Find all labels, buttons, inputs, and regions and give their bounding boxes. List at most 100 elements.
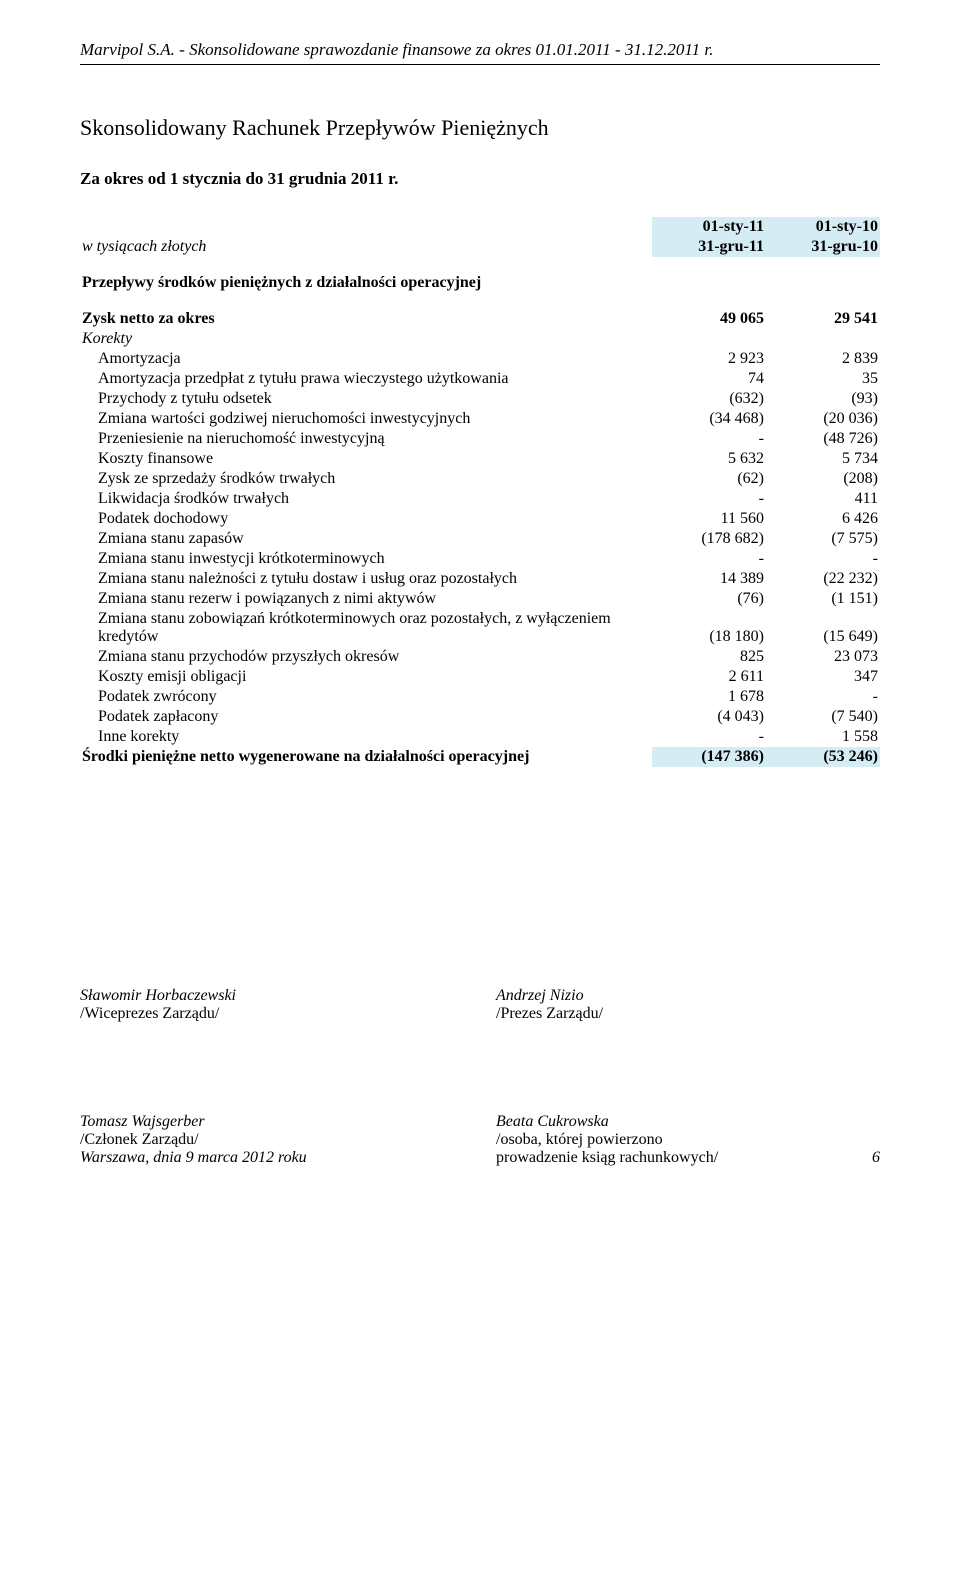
row-value-col2: 2 839 bbox=[766, 349, 880, 369]
row-value-col2: (7 540) bbox=[766, 707, 880, 727]
row-value-col2: (15 649) bbox=[766, 609, 880, 647]
table-row: Korekty bbox=[80, 329, 880, 349]
table-row: Koszty emisji obligacji2 611347 bbox=[80, 667, 880, 687]
table-row: Inne korekty-1 558 bbox=[80, 727, 880, 747]
row-value-col1: (632) bbox=[652, 389, 766, 409]
row-value-col2: 1 558 bbox=[766, 727, 880, 747]
row-value-col2: 411 bbox=[766, 489, 880, 509]
row-value-col1: - bbox=[652, 429, 766, 449]
table-row: Podatek dochodowy11 5606 426 bbox=[80, 509, 880, 529]
table-body: Zysk netto za okres49 06529 541KorektyAm… bbox=[80, 309, 880, 767]
row-value-col2: 347 bbox=[766, 667, 880, 687]
row-label: Inne korekty bbox=[80, 727, 652, 747]
row-value-col1: 74 bbox=[652, 369, 766, 389]
sig-name: Tomasz Wajsgerber bbox=[80, 1113, 496, 1131]
row-label: Zysk netto za okres bbox=[80, 309, 652, 329]
col2-period-start: 01-sty-10 bbox=[766, 217, 880, 237]
table-row: Zmiana stanu rezerw i powiązanych z nimi… bbox=[80, 589, 880, 609]
col2-period-end: 31-gru-10 bbox=[766, 237, 880, 257]
row-label: Zmiana stanu rezerw i powiązanych z nimi… bbox=[80, 589, 652, 609]
row-label: Podatek dochodowy bbox=[80, 509, 652, 529]
row-label: Środki pieniężne netto wygenerowane na d… bbox=[80, 747, 652, 767]
table-row: Zysk netto za okres49 06529 541 bbox=[80, 309, 880, 329]
header-rule bbox=[80, 64, 880, 65]
row-value-col1: - bbox=[652, 549, 766, 569]
page-footer: Warszawa, dnia 9 marca 2012 roku 6 bbox=[80, 1149, 880, 1167]
row-label: Przychody z tytułu odsetek bbox=[80, 389, 652, 409]
row-label: Przeniesienie na nieruchomość inwestycyj… bbox=[80, 429, 652, 449]
signature-top-left: Sławomir Horbaczewski /Wiceprezes Zarząd… bbox=[80, 987, 496, 1023]
sig-role: /Członek Zarządu/ bbox=[80, 1131, 496, 1149]
col1-period-end: 31-gru-11 bbox=[652, 237, 766, 257]
table-row: Podatek zwrócony1 678- bbox=[80, 687, 880, 707]
table-row: Zysk ze sprzedaży środków trwałych(62)(2… bbox=[80, 469, 880, 489]
unit-label: w tysiącach złotych bbox=[80, 237, 652, 257]
row-value-col2: (48 726) bbox=[766, 429, 880, 449]
row-value-col1: 825 bbox=[652, 647, 766, 667]
row-label: Zmiana stanu zapasów bbox=[80, 529, 652, 549]
row-value-col2: (7 575) bbox=[766, 529, 880, 549]
row-value-col1: 49 065 bbox=[652, 309, 766, 329]
document-title: Skonsolidowany Rachunek Przepływów Pieni… bbox=[80, 115, 880, 141]
sig-name: Beata Cukrowska bbox=[496, 1113, 880, 1131]
table-row: Likwidacja środków trwałych-411 bbox=[80, 489, 880, 509]
section-heading-row: Przepływy środków pieniężnych z działaln… bbox=[80, 273, 880, 293]
signature-top-right: Andrzej Nizio /Prezes Zarządu/ bbox=[496, 987, 880, 1023]
row-value-col1: (147 386) bbox=[652, 747, 766, 767]
row-value-col1: - bbox=[652, 489, 766, 509]
table-header-row-2: w tysiącach złotych 31-gru-11 31-gru-10 bbox=[80, 237, 880, 257]
row-label: Zmiana wartości godziwej nieruchomości i… bbox=[80, 409, 652, 429]
row-value-col1: - bbox=[652, 727, 766, 747]
sig-role: /osoba, której powierzono bbox=[496, 1131, 880, 1149]
row-value-col1: 5 632 bbox=[652, 449, 766, 469]
row-label: Amortyzacja bbox=[80, 349, 652, 369]
table-row: Zmiana wartości godziwej nieruchomości i… bbox=[80, 409, 880, 429]
financial-table: 01-sty-11 01-sty-10 w tysiącach złotych … bbox=[80, 217, 880, 767]
row-label: Zmiana stanu zobowiązań krótkoterminowyc… bbox=[80, 609, 652, 647]
row-label: Likwidacja środków trwałych bbox=[80, 489, 652, 509]
row-label: Amortyzacja przedpłat z tytułu prawa wie… bbox=[80, 369, 652, 389]
document-subtitle: Za okres od 1 stycznia do 31 grudnia 201… bbox=[80, 169, 880, 189]
footer-page-number: 6 bbox=[872, 1149, 880, 1167]
signature-row-top: Sławomir Horbaczewski /Wiceprezes Zarząd… bbox=[80, 987, 880, 1023]
table-row: Zmiana stanu należności z tytułu dostaw … bbox=[80, 569, 880, 589]
row-value-col1: (62) bbox=[652, 469, 766, 489]
table-row: Zmiana stanu przychodów przyszłych okres… bbox=[80, 647, 880, 667]
row-label: Koszty finansowe bbox=[80, 449, 652, 469]
row-value-col2: - bbox=[766, 549, 880, 569]
row-label: Podatek zapłacony bbox=[80, 707, 652, 727]
row-value-col2: (93) bbox=[766, 389, 880, 409]
row-value-col2: 5 734 bbox=[766, 449, 880, 469]
table-row: Zmiana stanu inwestycji krótkoterminowyc… bbox=[80, 549, 880, 569]
col1-period-start: 01-sty-11 bbox=[652, 217, 766, 237]
row-value-col2: - bbox=[766, 687, 880, 707]
table-row: Środki pieniężne netto wygenerowane na d… bbox=[80, 747, 880, 767]
row-value-col1: (178 682) bbox=[652, 529, 766, 549]
row-value-col2: (22 232) bbox=[766, 569, 880, 589]
section-heading: Przepływy środków pieniężnych z działaln… bbox=[80, 273, 880, 293]
row-value-col2: (20 036) bbox=[766, 409, 880, 429]
row-label: Korekty bbox=[80, 329, 652, 349]
table-row: Zmiana stanu zapasów(178 682)(7 575) bbox=[80, 529, 880, 549]
row-value-col2: 6 426 bbox=[766, 509, 880, 529]
table-row: Amortyzacja przedpłat z tytułu prawa wie… bbox=[80, 369, 880, 389]
row-value-col2: 29 541 bbox=[766, 309, 880, 329]
row-value-col2: (1 151) bbox=[766, 589, 880, 609]
sig-role: /Wiceprezes Zarządu/ bbox=[80, 1005, 496, 1023]
row-value-col1: (18 180) bbox=[652, 609, 766, 647]
row-value-col1 bbox=[652, 329, 766, 349]
row-value-col1: (4 043) bbox=[652, 707, 766, 727]
sig-name: Sławomir Horbaczewski bbox=[80, 987, 496, 1005]
row-value-col1: 1 678 bbox=[652, 687, 766, 707]
row-label: Koszty emisji obligacji bbox=[80, 667, 652, 687]
table-row: Przychody z tytułu odsetek(632)(93) bbox=[80, 389, 880, 409]
table-row: Koszty finansowe5 6325 734 bbox=[80, 449, 880, 469]
row-value-col2: 35 bbox=[766, 369, 880, 389]
row-value-col2: 23 073 bbox=[766, 647, 880, 667]
footer-date: Warszawa, dnia 9 marca 2012 roku bbox=[80, 1149, 307, 1167]
table-header-row-1: 01-sty-11 01-sty-10 bbox=[80, 217, 880, 237]
signatures-block: Sławomir Horbaczewski /Wiceprezes Zarząd… bbox=[80, 987, 880, 1167]
row-label: Zysk ze sprzedaży środków trwałych bbox=[80, 469, 652, 489]
row-value-col1: 11 560 bbox=[652, 509, 766, 529]
row-label: Zmiana stanu należności z tytułu dostaw … bbox=[80, 569, 652, 589]
